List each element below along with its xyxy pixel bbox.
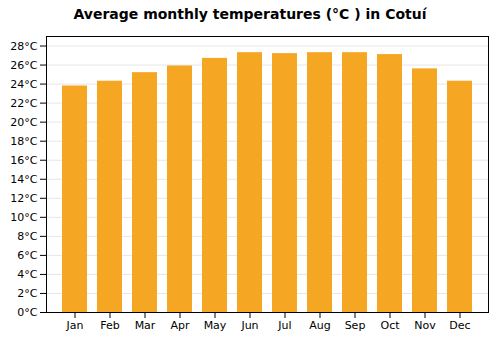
svg-text:12°C: 12°C (10, 192, 37, 205)
svg-text:Jun: Jun (240, 319, 258, 332)
svg-text:22°C: 22°C (10, 97, 37, 110)
svg-text:6°C: 6°C (17, 249, 37, 262)
svg-text:May: May (204, 319, 227, 332)
svg-text:Apr: Apr (170, 319, 190, 332)
svg-text:Jul: Jul (277, 319, 291, 332)
svg-text:Nov: Nov (414, 319, 436, 332)
svg-text:8°C: 8°C (17, 230, 37, 243)
svg-text:Aug: Aug (309, 319, 330, 332)
svg-text:0°C: 0°C (17, 306, 37, 319)
svg-text:18°C: 18°C (10, 135, 37, 148)
svg-text:26°C: 26°C (10, 59, 37, 72)
svg-text:Jan: Jan (66, 319, 84, 332)
svg-text:2°C: 2°C (17, 287, 37, 300)
svg-text:Sep: Sep (345, 319, 366, 332)
svg-text:24°C: 24°C (10, 78, 37, 91)
svg-text:20°C: 20°C (10, 116, 37, 129)
svg-text:Feb: Feb (100, 319, 119, 332)
html-text:Average monthly temperatures (: Average monthly temperatures (°C ) in Co… (73, 6, 427, 22)
svg-text:16°C: 16°C (10, 154, 37, 167)
svg-text:Mar: Mar (135, 319, 156, 332)
svg-text:10°C: 10°C (10, 211, 37, 224)
svg-text:Dec: Dec (449, 319, 470, 332)
svg-text:4°C: 4°C (17, 268, 37, 281)
svg-text:28°C: 28°C (10, 40, 37, 53)
svg-text:Oct: Oct (380, 319, 400, 332)
svg-text:14°C: 14°C (10, 173, 37, 186)
